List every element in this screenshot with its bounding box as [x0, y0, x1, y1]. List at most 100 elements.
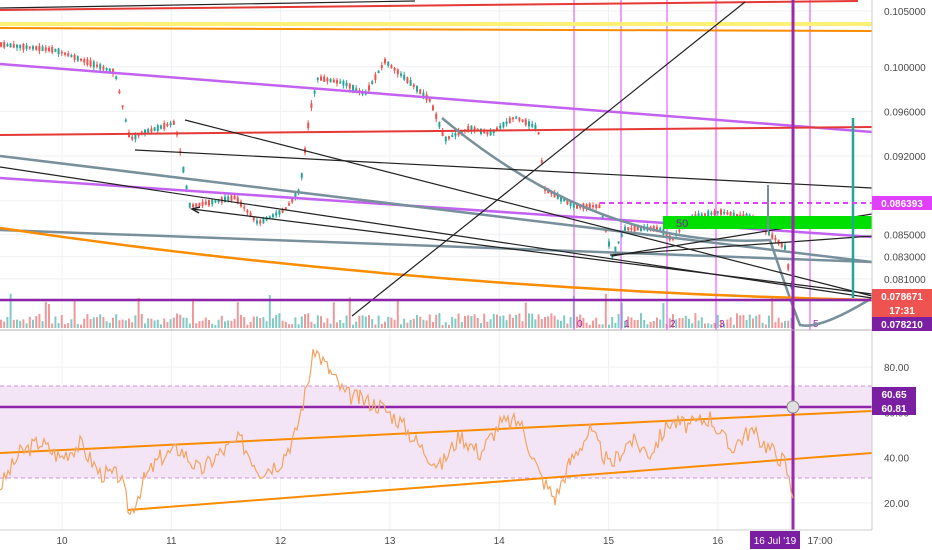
- candle-body: [608, 241, 610, 247]
- volume-bar: [707, 323, 710, 328]
- volume-bar: [185, 317, 188, 328]
- volume-bar: [419, 316, 422, 328]
- trendline-red-top: [0, 0, 859, 11]
- candle-body: [409, 80, 412, 86]
- volume-bar: [198, 321, 201, 328]
- volume-bar: [54, 316, 57, 328]
- candle-body: [528, 121, 530, 127]
- volume-bar: [492, 314, 495, 328]
- volume-bar: [208, 319, 210, 328]
- volume-bar: [736, 313, 738, 328]
- rsi-y-tick-label: 20.00: [884, 499, 909, 510]
- volume-bar: [166, 322, 169, 328]
- volume-bar: [108, 322, 111, 328]
- black-line-rising: [351, 1, 746, 317]
- candle-body: [515, 116, 518, 119]
- candle-body: [339, 81, 342, 84]
- volume-bar: [134, 315, 137, 328]
- candle-body: [108, 68, 111, 73]
- volume-bar: [729, 317, 732, 328]
- volume-bar: [473, 314, 476, 328]
- candle-body: [700, 214, 703, 217]
- y-tick-label: 0.092000: [884, 152, 926, 163]
- candle-body: [124, 119, 127, 122]
- volume-bar: [291, 324, 294, 328]
- candle-body: [134, 133, 137, 140]
- volume-bar: [550, 313, 553, 328]
- volume-bar: [230, 320, 233, 328]
- candle-body: [121, 105, 124, 108]
- candle-body: [83, 59, 86, 63]
- candles: [0, 40, 793, 290]
- candle-body: [393, 67, 396, 71]
- volume-bar: [684, 315, 687, 328]
- candle-body: [556, 194, 559, 199]
- candle-body: [227, 196, 230, 202]
- volume-bar: [25, 323, 28, 328]
- volume-bar: [582, 317, 585, 328]
- volume-bar: [656, 317, 658, 328]
- volume-bar: [636, 319, 639, 328]
- candle-body: [384, 58, 386, 64]
- volume-bar: [73, 300, 76, 328]
- volume-bar: [163, 318, 166, 328]
- price-axis-bg: [872, 0, 932, 550]
- volume-bar: [217, 319, 220, 328]
- volume-bar: [646, 324, 649, 328]
- price-badge-label: 0.086393: [881, 199, 923, 210]
- volume-bar: [288, 324, 290, 328]
- candle-body: [739, 214, 742, 217]
- volume-bar: [662, 303, 665, 328]
- drawings: 50: [0, 0, 873, 530]
- volume-bar: [649, 321, 652, 328]
- candle-body: [150, 128, 153, 132]
- volume-bar: [19, 320, 22, 328]
- volume-bar: [726, 319, 729, 328]
- volume-bar: [416, 315, 418, 328]
- candle-body: [284, 207, 287, 210]
- candle-body: [617, 241, 620, 244]
- candle-body: [774, 238, 777, 241]
- candle-body: [444, 136, 447, 142]
- volume-bar: [64, 324, 66, 328]
- cycle-label: 0: [577, 319, 583, 330]
- candle-body: [572, 203, 575, 208]
- candle-body: [777, 239, 780, 245]
- candle-body: [60, 51, 63, 54]
- candle-body: [48, 47, 50, 52]
- candle-body: [419, 89, 422, 94]
- axis-badges: 0.086393 0.078671 17:31 0.078210 60.65 60.81: [872, 196, 932, 415]
- candle-body: [512, 117, 514, 120]
- volume-bar: [710, 324, 713, 328]
- candle-body: [252, 216, 255, 221]
- candle-body: [233, 195, 236, 200]
- candle-body: [403, 74, 406, 80]
- volume-bar: [339, 319, 342, 328]
- volume-bar: [515, 314, 518, 328]
- rsi-badge-label: 60.81: [881, 404, 906, 415]
- volume-bar: [153, 320, 156, 328]
- volume-bar: [48, 303, 50, 328]
- candle-body: [89, 60, 92, 67]
- candle-body: [211, 199, 214, 205]
- curve-orange: [0, 226, 873, 302]
- volume-bar: [0, 319, 2, 328]
- volume-bar: [28, 316, 31, 328]
- candle-body: [204, 201, 207, 205]
- volume-bar: [681, 318, 684, 328]
- volume-bar: [761, 322, 764, 328]
- volume-bar: [518, 313, 521, 328]
- x-time-label: 17:00: [807, 536, 832, 547]
- volume-bar: [432, 321, 434, 328]
- volume-bar: [742, 315, 745, 328]
- black-line-3: [184, 119, 873, 297]
- volume-bar: [768, 315, 770, 328]
- volume-bar: [128, 318, 130, 328]
- candle-body: [51, 46, 54, 53]
- volume-bar: [329, 323, 332, 328]
- candle-body: [726, 212, 729, 215]
- volume-bar: [371, 319, 374, 328]
- cycle-label: 3: [719, 319, 725, 330]
- candle-body: [22, 43, 25, 50]
